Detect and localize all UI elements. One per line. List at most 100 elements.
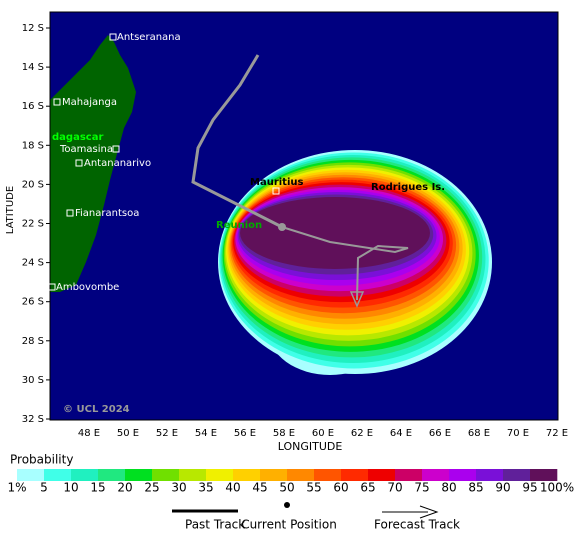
forecast-track: [281, 226, 409, 301]
scale-label: 95: [522, 481, 537, 495]
place-marker: [272, 187, 280, 195]
forecast-arrow: [349, 291, 365, 308]
x-tick-label: 68 E: [468, 428, 490, 439]
x-tick-label: 66 E: [429, 428, 451, 439]
place-label: Antseranana: [117, 32, 181, 43]
scale-label: 15: [90, 481, 105, 495]
y-tick-label: 22 S: [22, 219, 44, 230]
x-tick-label: 60 E: [312, 428, 334, 439]
scale-cell: [152, 469, 180, 481]
legend-title: Probability: [10, 453, 73, 467]
scale-cell: [287, 469, 315, 481]
forecast-swatch-arrow: [419, 505, 439, 519]
place-marker: [53, 98, 61, 106]
scale-label: 85: [468, 481, 483, 495]
position-swatch: [284, 502, 290, 508]
place-label: Fianarantsoa: [75, 208, 139, 219]
scale-cell: [206, 469, 234, 481]
y-tick-label: 30 S: [22, 375, 44, 386]
scale-cell: [260, 469, 288, 481]
scale-label: 90: [495, 481, 510, 495]
x-axis-label: LONGITUDE: [278, 440, 343, 453]
y-tick-label: 26 S: [22, 297, 44, 308]
scale-cell: [44, 469, 72, 481]
scale-cell: [449, 469, 477, 481]
legend-item: Past Track: [185, 518, 245, 532]
scale-label: 10: [63, 481, 78, 495]
scale-label: 70: [387, 481, 402, 495]
place-label: Mahajanga: [62, 97, 117, 108]
place-marker: [66, 209, 74, 217]
scale-cell: [125, 469, 153, 481]
place-marker: [112, 145, 120, 153]
scale-cell: [314, 469, 342, 481]
place-label: Toamasina: [59, 144, 113, 155]
scale-label: 45: [252, 481, 267, 495]
scale-cell: [422, 469, 450, 481]
scale-label: 30: [171, 481, 186, 495]
x-tick-label: 64 E: [390, 428, 412, 439]
scale-cell: [368, 469, 396, 481]
scale-label: 40: [225, 481, 240, 495]
y-tick-label: 12 S: [22, 23, 44, 34]
scale-label: 1%: [7, 481, 26, 495]
scale-cell: [395, 469, 423, 481]
y-tick-label: 28 S: [22, 336, 44, 347]
scale-cell: [17, 469, 45, 481]
x-tick-label: 62 E: [351, 428, 373, 439]
scale-label: 25: [144, 481, 159, 495]
legend-item: Forecast Track: [374, 518, 460, 532]
x-tick-label: 52 E: [156, 428, 178, 439]
scale-cell: [179, 469, 207, 481]
x-tick-label: 70 E: [507, 428, 529, 439]
place-marker: [48, 283, 56, 291]
y-axis-label: LATITUDE: [5, 186, 16, 234]
scale-cell: [530, 469, 558, 481]
scale-label: 75: [414, 481, 429, 495]
y-tick-label: 16 S: [22, 101, 44, 112]
scale-label: 65: [360, 481, 375, 495]
place-label: dagascar: [52, 132, 103, 143]
x-tick-label: 48 E: [78, 428, 100, 439]
scale-label: 80: [441, 481, 456, 495]
x-tick-label: 54 E: [195, 428, 217, 439]
probability-field: [218, 150, 492, 375]
scale-label: 55: [306, 481, 321, 495]
y-tick-label: 24 S: [22, 258, 44, 269]
y-tick-label: 14 S: [22, 62, 44, 73]
place-label: Reunion: [216, 220, 262, 231]
scale-label: 20: [117, 481, 132, 495]
legend-item: Current Position: [241, 518, 337, 532]
scale-label: 60: [333, 481, 348, 495]
place-label: Antananarivo: [84, 158, 151, 169]
scale-label: 35: [198, 481, 213, 495]
past-track: [191, 54, 283, 229]
scale-cell: [476, 469, 504, 481]
copyright: © UCL 2024: [63, 404, 130, 415]
scale-cell: [71, 469, 99, 481]
scale-cell: [233, 469, 261, 481]
y-tick-label: 20 S: [22, 179, 44, 190]
probability-band: [240, 197, 430, 269]
scale-label: 100%: [540, 481, 574, 495]
scale-cell: [503, 469, 531, 481]
place-marker: [109, 33, 117, 41]
y-tick-label: 32 S: [22, 414, 44, 425]
scale-label: 50: [279, 481, 294, 495]
x-tick-label: 50 E: [117, 428, 139, 439]
place-label: Rodrigues Is.: [371, 182, 445, 193]
place-marker: [75, 159, 83, 167]
scale-cell: [341, 469, 369, 481]
scale-cell: [98, 469, 126, 481]
map-frame: [49, 11, 559, 421]
place-label: Mauritius: [250, 177, 304, 188]
current-position: [278, 223, 286, 231]
x-tick-label: 56 E: [234, 428, 256, 439]
x-tick-label: 58 E: [273, 428, 295, 439]
madagascar: [50, 35, 136, 292]
scale-label: 5: [40, 481, 48, 495]
y-tick-label: 18 S: [22, 140, 44, 151]
place-label: Ambovombe: [56, 282, 119, 293]
x-tick-label: 72 E: [546, 428, 568, 439]
